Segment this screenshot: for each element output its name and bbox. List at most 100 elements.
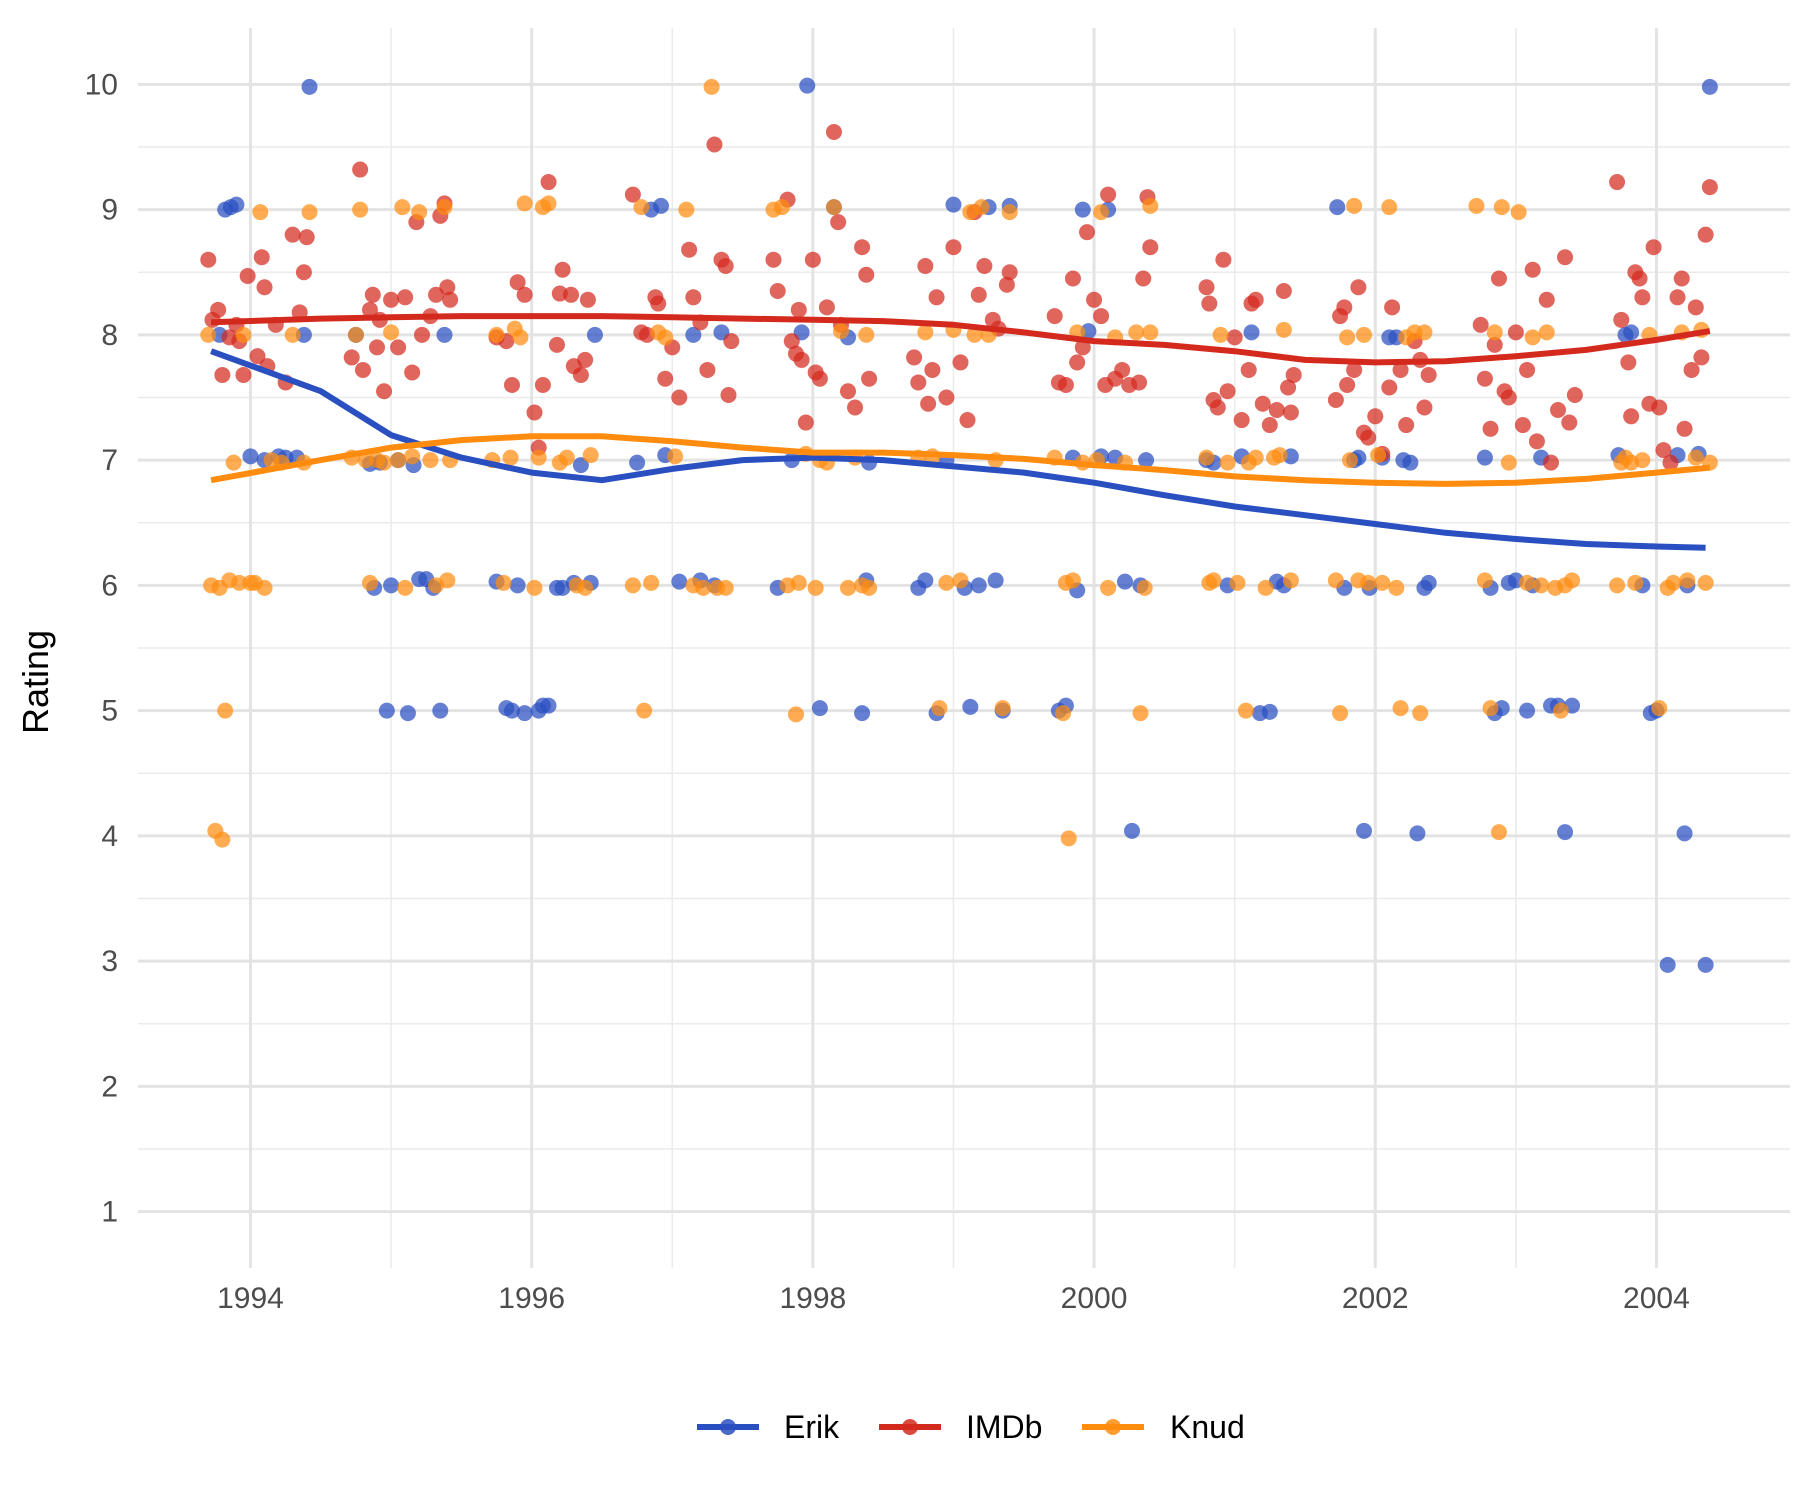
point-imdb [1381,379,1398,396]
point-knud [516,195,533,212]
point-imdb [1198,279,1215,296]
point-knud [1339,329,1356,346]
point-imdb [284,226,301,243]
point-imdb [1662,454,1679,471]
point-knud [1093,204,1110,221]
point-knud [397,579,414,596]
y-axis-title: Rating [15,630,56,734]
point-knud [1374,574,1391,591]
point-knud [540,195,557,212]
point-erik [1519,702,1536,719]
point-erik [653,197,670,214]
point-erik [1701,78,1718,95]
point-knud [1392,700,1409,717]
point-imdb [253,249,270,266]
point-imdb [783,333,800,350]
point-knud [966,326,983,343]
legend-key-point-knud [1105,1419,1121,1435]
point-knud [502,449,519,466]
point-erik [301,78,318,95]
point-imdb [563,286,580,303]
point-knud [1100,579,1117,596]
point-imdb [352,161,369,178]
point-knud [840,579,857,596]
legend-label-erik: Erik [784,1409,840,1445]
point-erik [540,697,557,714]
point-knud [1476,572,1493,589]
trend-line-erik [210,348,1706,551]
point-imdb [383,291,400,308]
point-erik [432,702,449,719]
point-knud [1486,324,1503,341]
point-erik [970,577,987,594]
point-imdb [1093,308,1110,325]
point-imdb [825,123,842,140]
point-imdb [1542,454,1559,471]
point-imdb [1631,270,1648,287]
point-knud [558,449,575,466]
point-erik [509,577,526,594]
point-knud [394,199,411,216]
point-imdb [1476,370,1493,387]
point-imdb [554,261,571,278]
point-imdb [804,251,821,268]
point-imdb [1001,264,1018,281]
y-axis-tick-labels: 1 2 3 4 5 6 7 8 9 10 [85,68,118,1228]
point-imdb [1215,251,1232,268]
point-imdb [1528,433,1545,450]
point-erik [799,77,816,94]
point-imdb [1086,291,1103,308]
point-imdb [509,274,526,291]
point-imdb [390,339,407,356]
point-imdb [1280,379,1297,396]
point-imdb [938,389,955,406]
point-knud [1381,199,1398,216]
point-knud [1370,447,1387,464]
point-imdb [861,370,878,387]
point-knud [832,323,849,340]
point-imdb [1507,324,1524,341]
point-knud [357,452,374,469]
point-knud [217,702,234,719]
y-tick-label: 9 [101,194,118,227]
y-tick-label: 8 [101,319,118,352]
point-imdb [1247,291,1264,308]
point-imdb [858,266,875,283]
point-imdb [906,349,923,366]
point-imdb [1609,174,1626,191]
point-knud [1627,574,1644,591]
point-imdb [699,361,716,378]
point-erik [945,196,962,213]
point-imdb [769,283,786,300]
x-tick-label: 2002 [1342,1282,1409,1315]
point-knud [1247,449,1264,466]
point-knud [1552,702,1569,719]
point-imdb [1046,308,1063,325]
point-knud [1064,572,1081,589]
point-imdb [1538,291,1555,308]
point-knud [1205,572,1222,589]
point-imdb [428,286,445,303]
point-knud [1468,197,1485,214]
point-imdb [1623,408,1640,425]
point-imdb [1420,366,1437,383]
point-erik [378,702,395,719]
point-knud [717,579,734,596]
point-imdb [1135,270,1152,287]
point-imdb [361,301,378,318]
point-imdb [945,239,962,256]
point-imdb [854,239,871,256]
point-knud [526,579,543,596]
point-imdb [928,289,945,306]
point-erik [503,702,520,719]
point-knud [361,574,378,591]
point-knud [1609,577,1626,594]
point-knud [390,452,407,469]
point-knud [1282,572,1299,589]
point-imdb [1282,404,1299,421]
point-knud [284,326,301,343]
point-imdb [1697,226,1714,243]
point-knud [952,572,969,589]
point-knud [436,199,453,216]
point-imdb [1651,399,1668,416]
